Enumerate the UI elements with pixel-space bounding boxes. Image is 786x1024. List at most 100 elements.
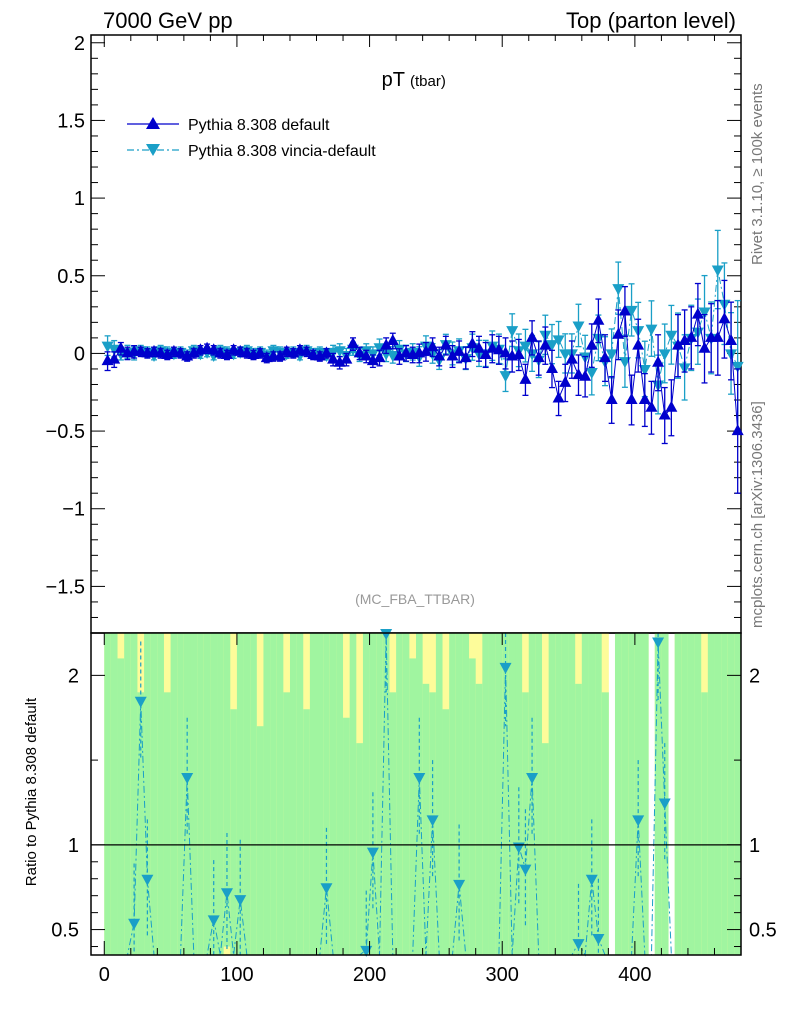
default-point [499, 346, 512, 358]
ratio-band-inner [442, 709, 450, 955]
ratio-band-inner [223, 633, 231, 947]
ratio-point [380, 629, 393, 640]
ratio-band-inner [362, 633, 371, 955]
ratio-band-inner [389, 692, 397, 955]
ratio-band-inner [309, 633, 318, 955]
ratio-band-inner [130, 633, 138, 955]
ratio-band-inner [190, 633, 198, 955]
ratio-band-inner [449, 633, 457, 955]
header-right: Top (parton level) [566, 8, 736, 33]
ratio-point [181, 773, 194, 785]
ratio-band-inner [727, 633, 735, 955]
ratio-band-inner [595, 633, 603, 955]
legend-label-vincia: Pythia 8.308 vincia-default [188, 143, 376, 160]
ratio-point [320, 883, 333, 895]
ratio-band-inner [316, 633, 324, 955]
ratio-band-inner [535, 633, 543, 955]
ratio-band-inner [614, 633, 623, 955]
ratio-band-inner [634, 633, 643, 955]
default-point [373, 351, 386, 363]
default-point [181, 349, 194, 361]
ratio-band-inner [117, 658, 125, 955]
default-point [725, 333, 738, 345]
ratio-band-inner [721, 633, 729, 955]
default-point [565, 352, 578, 364]
ratio-band-inner [110, 633, 119, 955]
analysis-label: (MC_FBA_TTBAR) [355, 591, 475, 607]
default-point [645, 400, 658, 412]
vincia-point [618, 357, 631, 369]
default-point [612, 327, 625, 339]
ratio-band-inner [243, 633, 251, 955]
vincia-point [101, 341, 114, 353]
default-point [380, 338, 393, 350]
vincia-point [625, 305, 638, 317]
ratio-point [519, 864, 532, 876]
ratio-point [499, 662, 512, 674]
ratio-band-inner [250, 633, 258, 955]
ratio-axes: 0.5 0.5 1 1 2 2 0 100 200 300 400 [51, 632, 777, 986]
ratio-band-inner [542, 743, 550, 955]
ratio-point [234, 895, 247, 907]
ratio-band-inner [104, 633, 112, 955]
mcplots-label: mcplots.cern.ch [arXiv:1306.3436] [749, 401, 766, 628]
legend-marker-vincia [146, 144, 160, 156]
default-point [545, 361, 558, 373]
ratio-point [592, 934, 605, 946]
default-point [526, 330, 539, 342]
main-ytick-label: 1 [74, 188, 85, 210]
vincia-point [552, 335, 565, 347]
default-point [366, 354, 379, 366]
default-point [174, 346, 187, 358]
vincia-point [519, 341, 532, 353]
vincia-point [333, 346, 346, 358]
vincia-point [506, 326, 519, 338]
default-point [320, 346, 333, 358]
default-point [592, 313, 605, 325]
ratio-band-inner [409, 658, 417, 955]
ratio-band-inner [323, 633, 331, 955]
default-point [353, 346, 366, 358]
vincia-point [711, 265, 724, 277]
ratio-band-inner [256, 726, 264, 955]
default-point [585, 338, 598, 350]
default-point [333, 355, 346, 367]
ratio-xtick-label: 100 [220, 964, 253, 986]
vincia-point [499, 371, 512, 383]
ratio-band-inner [303, 709, 311, 955]
default-point [632, 338, 645, 350]
ratio-point [141, 874, 154, 886]
ratio-band-inner [674, 633, 682, 955]
vincia-point [572, 321, 585, 333]
ratio-band-inner [462, 633, 470, 955]
default-point [108, 352, 121, 364]
ratio-xtick-label: 200 [353, 964, 386, 986]
default-point [346, 337, 359, 349]
ratio-ytick-label-right: 0.5 [749, 920, 777, 942]
main-series-layer [101, 229, 744, 494]
default-point [532, 351, 545, 363]
default-point [718, 312, 731, 324]
vincia-point [545, 340, 558, 352]
ratio-band-inner [349, 633, 357, 955]
ratio-band-inner [283, 692, 291, 955]
default-point [161, 347, 174, 359]
default-point [638, 393, 651, 405]
ratio-point [585, 874, 598, 886]
ratio-point [366, 847, 379, 859]
ratio-band-inner [621, 633, 629, 955]
ratio-ytick-label-right: 2 [749, 665, 760, 687]
vincia-point [386, 350, 399, 362]
default-point [287, 346, 300, 358]
default-point [671, 338, 684, 350]
default-point [579, 369, 592, 381]
main-ytick-label: 0.5 [57, 266, 85, 288]
default-point [187, 346, 200, 358]
ratio-point [652, 637, 665, 649]
default-point [519, 372, 532, 384]
default-point [731, 424, 744, 436]
legend-label-default: Pythia 8.308 default [188, 117, 330, 134]
ratio-vincia-series [107, 629, 738, 957]
ratio-band-inner [515, 633, 523, 955]
